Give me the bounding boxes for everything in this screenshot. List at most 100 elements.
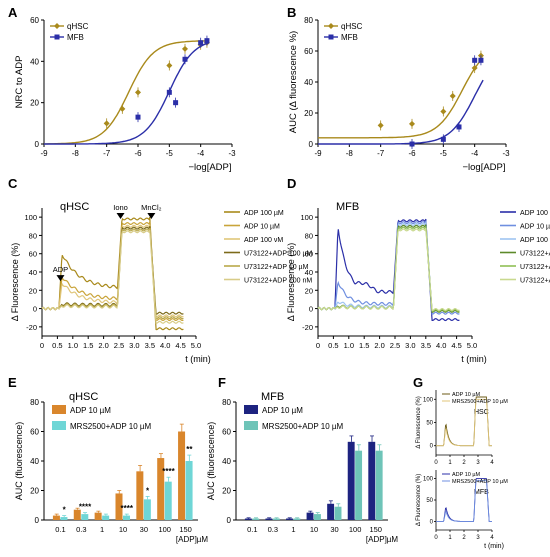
y-tick-label: 80 (222, 398, 231, 407)
trace-line (41, 226, 184, 315)
bar (73, 509, 81, 520)
trace-line (436, 398, 492, 447)
significance-mark: * (63, 506, 67, 515)
significance-mark: **** (121, 504, 134, 513)
x-tick-label: 2 (462, 535, 466, 541)
y-tick-label: 60 (30, 428, 39, 437)
data-point (409, 141, 415, 147)
x-axis-label: [ADP]µM (366, 535, 399, 544)
y-tick-label: -20 (26, 323, 37, 332)
x-tick-label: 2.0 (374, 341, 384, 350)
data-point (182, 56, 188, 62)
legend-label: ADP 100 µM (244, 210, 284, 217)
x-tick-label: 0.5 (328, 341, 338, 350)
legend-label: ADP 10 µM (452, 472, 481, 478)
panel-d: 0 0.5 1.0 1.5 2.0 2.5 3.0 3.5 4.0 4.5 5.0-20020406… (286, 201, 550, 364)
x-axis-label: t (min) (185, 354, 211, 364)
x-tick-label: -3 (228, 149, 236, 158)
bar (60, 517, 68, 520)
x-tick-label: 5.0 (467, 341, 477, 350)
x-tick-label: 2.5 (114, 341, 124, 350)
annotation-label: MnCl₂ (141, 203, 162, 212)
y-tick-label: 60 (30, 16, 39, 25)
y-tick-label: 0 (33, 305, 37, 314)
panel-letter-c: C (8, 176, 18, 191)
significance-mark: * (146, 486, 150, 495)
legend-label: ADP 10 µM (70, 406, 111, 415)
bar (164, 481, 172, 520)
x-tick-label: -8 (72, 149, 80, 158)
legend-label: ADP 10 µM (262, 406, 303, 415)
x-tick-label: 4.5 (175, 341, 185, 350)
y-tick-label: 40 (304, 78, 313, 87)
legend-label: qHSC (67, 22, 89, 31)
data-point (471, 65, 478, 72)
bar (286, 518, 293, 520)
trace-line (41, 229, 184, 324)
x-tick-label: 3.0 (129, 341, 139, 350)
x-tick-label: 3 (476, 460, 480, 466)
x-tick-label: 4.5 (451, 341, 461, 350)
y-tick-label: 40 (30, 57, 39, 66)
fit-curve (44, 42, 210, 145)
bar (178, 431, 186, 520)
annotation-label: ADP (53, 265, 68, 274)
x-tick-label: 4 (490, 460, 494, 466)
y-tick-label: 50 (426, 498, 433, 504)
x-tick-label: 1 (448, 460, 452, 466)
y-tick-label: 40 (30, 457, 39, 466)
data-point (440, 136, 446, 142)
legend-label: MRS2500+ADP 10 µM (262, 422, 344, 431)
data-point (135, 89, 141, 96)
x-tick-label: 30 (140, 525, 148, 534)
bar (355, 450, 363, 520)
x-axis-label: t (min) (461, 354, 487, 364)
x-tick-label: 0.3 (76, 525, 86, 534)
data-point (478, 57, 484, 63)
y-tick-label: 20 (29, 286, 37, 295)
y-tick-label: 80 (305, 231, 313, 240)
data-point (409, 120, 415, 127)
x-tick-label: 30 (330, 525, 338, 534)
legend-label: qHSC (341, 22, 363, 31)
panel-a: -9 -8 -7 -6 -5 -4 -3 0 20 40 60 −log[ADP] NRC to ADP… (14, 16, 236, 173)
data-point (166, 62, 173, 69)
x-tick-label: 1.5 (83, 341, 93, 350)
x-tick-label: 100 (349, 525, 362, 534)
x-tick-label: 2 (462, 460, 466, 466)
y-tick-label: 80 (304, 16, 313, 25)
significance-mark: **** (162, 467, 175, 476)
x-tick-label: 1.5 (359, 341, 369, 350)
bar (115, 493, 123, 520)
y-tick-label: 60 (222, 428, 231, 437)
y-tick-label: 60 (304, 47, 313, 56)
data-point (182, 45, 188, 52)
legend-swatch (244, 405, 258, 414)
y-tick-label: 0 (430, 519, 434, 525)
y-tick-label: 40 (222, 457, 231, 466)
bar (375, 450, 383, 520)
legend-swatch (244, 421, 258, 430)
bar (81, 514, 89, 520)
y-tick-label: 20 (222, 487, 231, 496)
x-tick-label: -6 (134, 149, 142, 158)
x-axis-label: [ADP]µM (176, 535, 209, 544)
x-tick-label: 150 (179, 525, 192, 534)
data-point (377, 122, 384, 129)
bar (265, 518, 273, 520)
x-tick-label: 0 (434, 460, 438, 466)
y-tick-label: 20 (305, 286, 313, 295)
trace-line (41, 221, 184, 322)
legend-label: U73122+ADP 10 µM (520, 264, 550, 271)
x-tick-label: -9 (314, 149, 322, 158)
annotation-label: Iono (113, 203, 128, 212)
fit-curve (318, 79, 484, 145)
legend-label: U73122+ADP 100 µM (244, 251, 312, 258)
trace-line (41, 227, 184, 320)
annotation-arrow (116, 212, 125, 219)
y-tick-label: 40 (29, 268, 37, 277)
legend-label: U73122+ADP 100 nM (520, 278, 550, 285)
legend-swatch (52, 405, 66, 414)
x-tick-label: 4.0 (160, 341, 170, 350)
legend-label: ADP 100 µM (520, 210, 550, 217)
